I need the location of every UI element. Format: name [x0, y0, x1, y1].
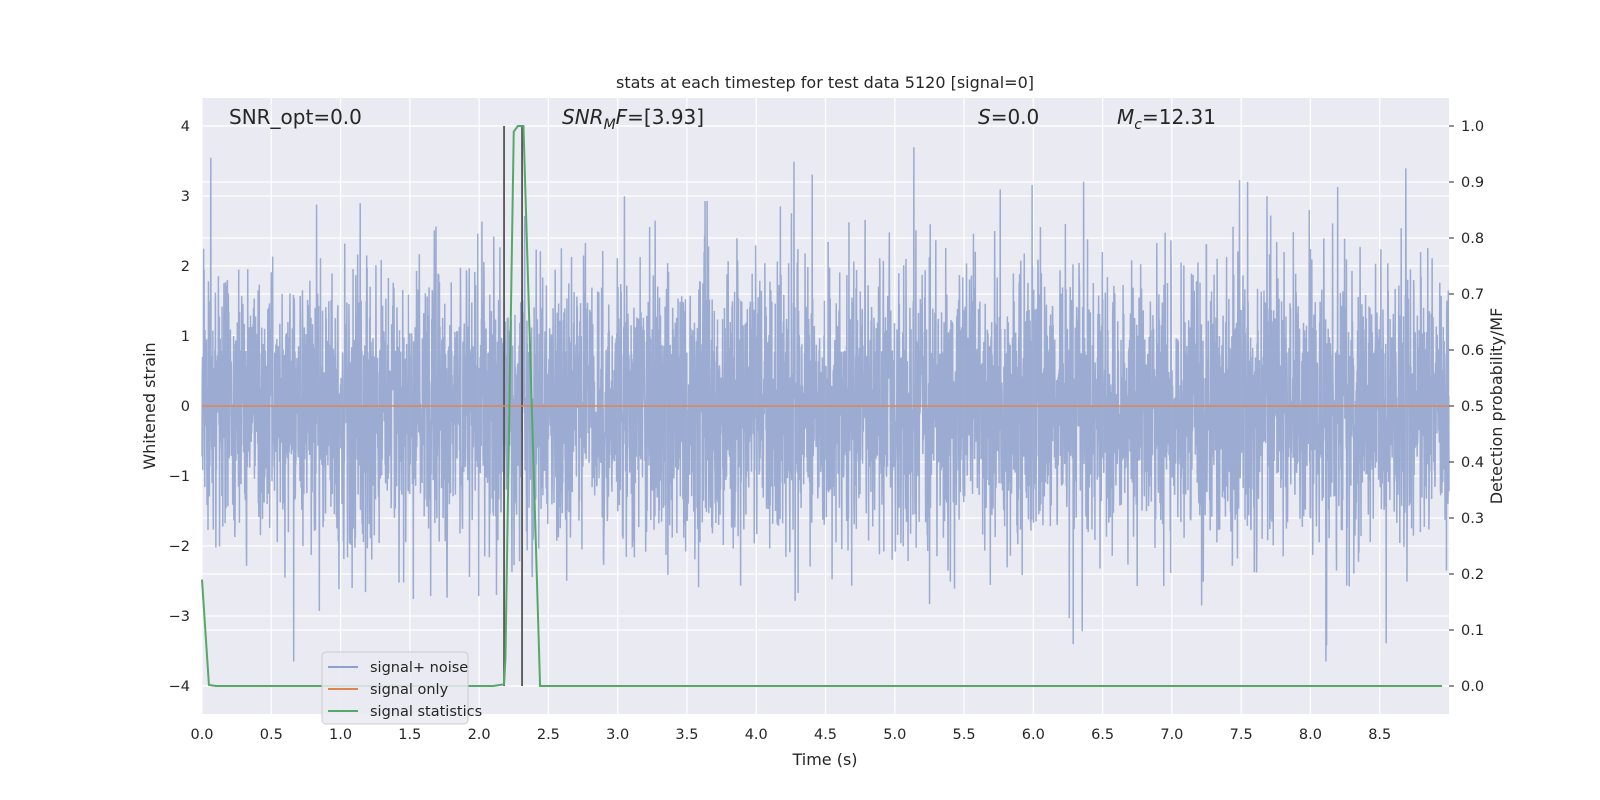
- left-y-tick-label: −3: [169, 609, 190, 625]
- legend-box: [321, 651, 469, 725]
- annotation-snr-opt: SNR_opt=0.0: [229, 105, 362, 129]
- legend-label: signal+ noise: [370, 660, 468, 676]
- right-y-tick-label: 1.0: [1461, 119, 1484, 135]
- x-tick-label: 7.5: [1230, 727, 1253, 743]
- x-tick-label: 6.5: [1091, 727, 1114, 743]
- annotation-s-stat: S=0.0: [978, 105, 1039, 129]
- x-tick-label: 6.0: [1022, 727, 1045, 743]
- left-y-axis: −4 −3 −2 −1 0 1 2 3 4: [169, 119, 190, 695]
- right-y-tick-label: 0.5: [1461, 399, 1484, 415]
- annotations: SNR_opt=0.0 SNRMF=[3.93] S=0.0 Mc=12.31: [229, 105, 1216, 133]
- legend: signal+ noise signal only signal statistic…: [321, 651, 482, 725]
- right-y-tick-label: 0.1: [1461, 623, 1484, 639]
- right-y-axis: 0.0 0.1 0.2 0.3 0.4 0.5 0.6 0.7 0.8 0.9 1.0: [1449, 119, 1484, 695]
- x-tick-label: 1.5: [398, 727, 421, 743]
- legend-label: signal only: [370, 682, 449, 698]
- right-y-tick-label: 0.8: [1461, 231, 1484, 247]
- series-layer: [201, 125, 1450, 687]
- x-tick-label: 3.5: [675, 727, 698, 743]
- series-signal-statistics-line: [201, 125, 1443, 687]
- annotation-mc: Mc=12.31: [1117, 105, 1216, 133]
- right-y-tick-label: 0.3: [1461, 511, 1484, 527]
- x-tick-label: 2.0: [468, 727, 491, 743]
- left-y-tick-label: −1: [169, 469, 190, 485]
- x-tick-label: 4.0: [745, 727, 768, 743]
- x-tick-label: 5.0: [883, 727, 906, 743]
- x-tick-label: 0.0: [190, 727, 213, 743]
- left-y-axis-label: Whitened strain: [140, 342, 159, 469]
- left-y-tick-label: 4: [181, 119, 190, 135]
- x-tick-label: 2.5: [537, 727, 560, 743]
- x-tick-label: 0.5: [260, 727, 283, 743]
- chart-title: stats at each timestep for test data 512…: [616, 73, 1034, 92]
- right-y-tick-label: 0.0: [1461, 679, 1484, 695]
- x-tick-label: 3.0: [606, 727, 629, 743]
- right-y-tick-label: 0.2: [1461, 567, 1484, 583]
- right-y-axis-label: Detection probability/MF: [1487, 308, 1506, 505]
- legend-label: signal statistics: [370, 704, 482, 720]
- x-axis: 0.0 0.5 1.0 1.5 2.0 2.5 3.0 3.5 4.0 4.5 5.0 5.5 6.0 6…: [190, 727, 1391, 743]
- left-y-tick-label: 3: [181, 189, 190, 205]
- right-y-tick-label: 0.7: [1461, 287, 1484, 303]
- right-y-tick-label: 0.6: [1461, 343, 1484, 359]
- x-tick-label: 8.5: [1368, 727, 1391, 743]
- x-tick-label: 4.5: [814, 727, 837, 743]
- left-y-tick-label: 2: [181, 259, 190, 275]
- right-y-tick-label: 0.4: [1461, 455, 1484, 471]
- x-tick-label: 8.0: [1299, 727, 1322, 743]
- x-tick-label: 7.0: [1160, 727, 1183, 743]
- x-tick-label: 1.0: [329, 727, 352, 743]
- series-signal-noise-line: [201, 147, 1450, 662]
- x-tick-label: 5.5: [953, 727, 976, 743]
- x-axis-label: Time (s): [791, 750, 857, 769]
- annotation-snr-mf: SNRMF=[3.93]: [562, 105, 704, 133]
- left-y-tick-label: 0: [181, 399, 190, 415]
- left-y-tick-label: 1: [181, 329, 190, 345]
- left-y-tick-label: −4: [169, 679, 190, 695]
- left-y-tick-label: −2: [169, 539, 190, 555]
- right-y-tick-label: 0.9: [1461, 175, 1484, 191]
